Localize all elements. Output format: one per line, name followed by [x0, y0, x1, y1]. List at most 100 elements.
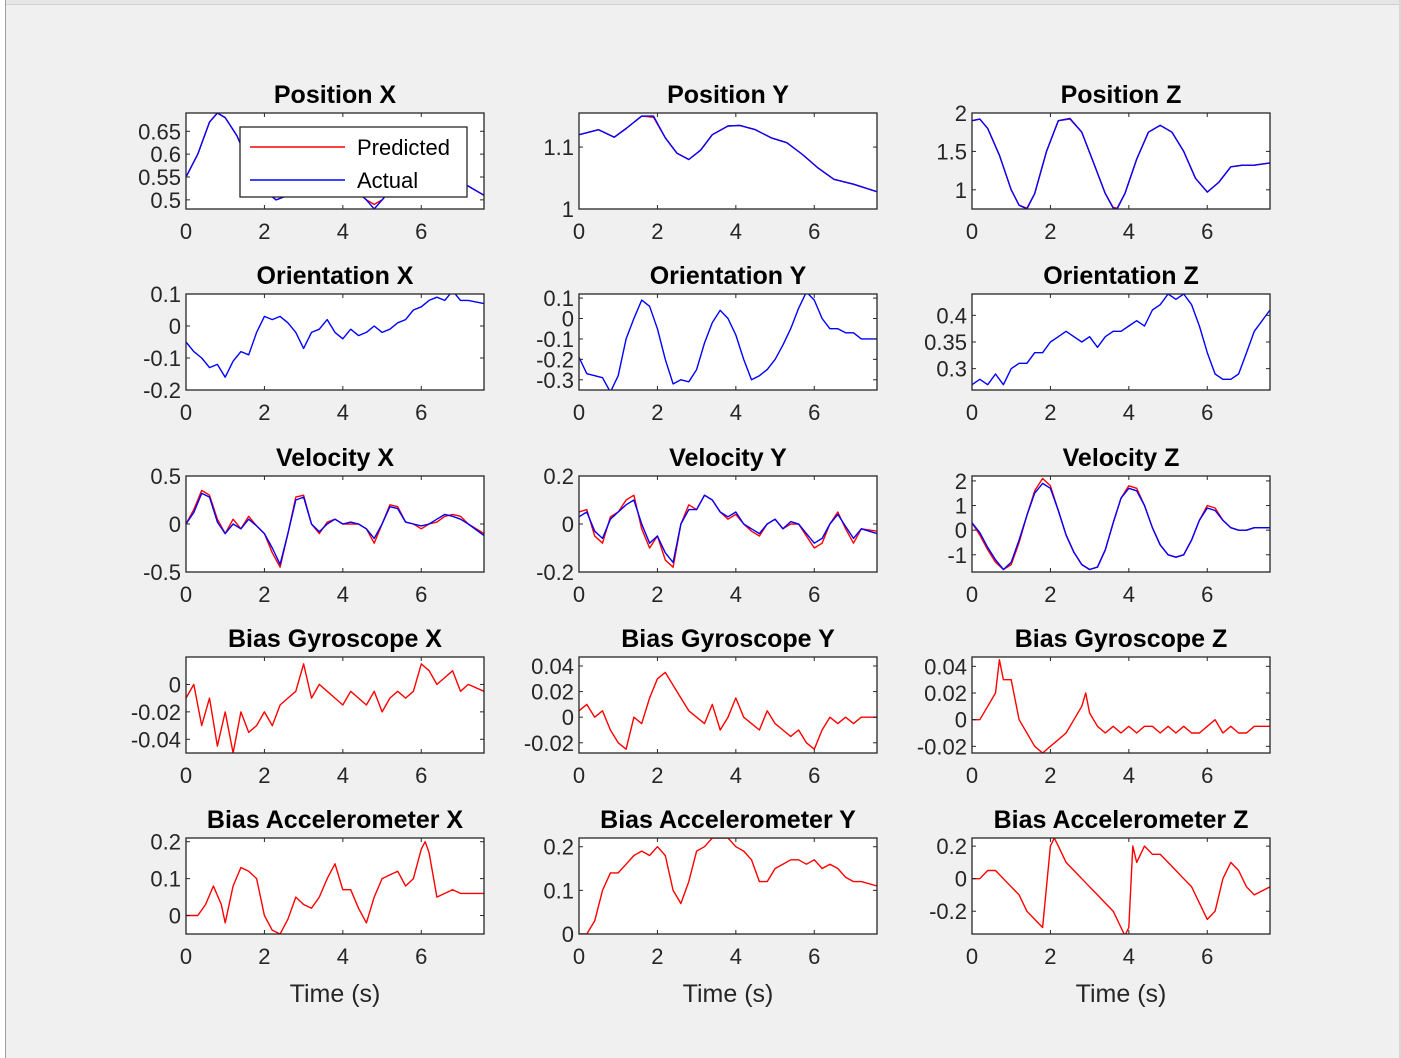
- x-tick-label: 6: [415, 763, 427, 788]
- x-tick-label: 6: [808, 219, 820, 244]
- x-tick-label: 2: [1044, 219, 1056, 244]
- x-tick-label: 0: [966, 944, 978, 969]
- y-tick-label: 0.4: [936, 303, 967, 328]
- axes-box: [971, 656, 1271, 754]
- x-tick-label: 0: [573, 944, 585, 969]
- subplot-title: Velocity Y: [669, 444, 787, 472]
- x-tick-label: 2: [1044, 400, 1056, 425]
- y-tick-label: -1: [947, 543, 967, 568]
- plot-area: [186, 294, 484, 390]
- x-tick-label: 2: [258, 763, 270, 788]
- y-tick-label: 0.55: [138, 165, 181, 190]
- y-tick-label: -0.3: [536, 368, 574, 393]
- subplot-title: Position X: [274, 81, 397, 109]
- plot-area: [579, 294, 877, 390]
- axes-box: [578, 293, 878, 391]
- y-tick-label: 0: [955, 518, 967, 543]
- x-tick-label: 0: [573, 219, 585, 244]
- x-tick-label: 4: [337, 219, 349, 244]
- x-tick-label: 6: [808, 763, 820, 788]
- y-tick-label: 2: [955, 469, 967, 494]
- y-tick-label: -0.2: [143, 378, 181, 403]
- x-tick-label: 2: [1044, 944, 1056, 969]
- plot-area: [186, 838, 484, 934]
- y-tick-label: 0.1: [150, 282, 181, 307]
- y-tick-label: 0: [562, 307, 574, 332]
- x-tick-label: 4: [1123, 763, 1135, 788]
- series-line-actual: [186, 294, 484, 378]
- axes-box: [578, 837, 878, 935]
- x-tick-label: 0: [573, 582, 585, 607]
- subplot-position-y: 0 2 4 6 1 1.1 Position Y: [543, 81, 878, 244]
- x-tick-label: 4: [1123, 944, 1135, 969]
- y-tick-label: 0: [169, 314, 181, 339]
- plot-area: [579, 113, 877, 209]
- x-tick-label: 0: [573, 400, 585, 425]
- legend[interactable]: Predicted Actual: [239, 126, 468, 198]
- x-tick-label: 6: [1201, 944, 1213, 969]
- x-tick-label: 0: [966, 219, 978, 244]
- subplot-orientation-z: 0 2 4 6 0.30.350.4 Orientation Z: [924, 262, 1271, 425]
- subplot-title: Orientation X: [257, 262, 414, 290]
- x-tick-label: 6: [808, 944, 820, 969]
- series-line-actual: [972, 482, 1270, 571]
- plot-area: [186, 476, 484, 572]
- axes-box: [578, 656, 878, 754]
- axes-box: [185, 293, 485, 391]
- y-tick-label: 0.02: [924, 681, 967, 706]
- plot-area: [579, 657, 877, 753]
- y-tick-label: -0.1: [536, 327, 574, 352]
- series-line-actual: [579, 115, 877, 193]
- x-tick-label: 6: [1201, 763, 1213, 788]
- y-tick-label: 0.2: [543, 835, 574, 860]
- x-tick-label: 6: [808, 582, 820, 607]
- subplot-title: Velocity X: [276, 444, 394, 472]
- axes-box: [578, 112, 878, 210]
- y-tick-label: 0: [562, 922, 574, 947]
- axes-box: [185, 112, 485, 210]
- subplot-title: Bias Accelerometer Y: [600, 806, 856, 834]
- y-tick-label: 0.35: [924, 330, 967, 355]
- y-tick-label: -0.04: [131, 727, 181, 752]
- legend-box: [239, 126, 468, 198]
- x-tick-label: 6: [1201, 400, 1213, 425]
- window-right-edge: [1399, 0, 1401, 1058]
- y-tick-label: -0.02: [917, 734, 967, 759]
- y-tick-label: 0.65: [138, 119, 181, 144]
- y-tick-label: 1: [562, 197, 574, 222]
- axes-box: [971, 475, 1271, 573]
- x-tick-label: 0: [180, 219, 192, 244]
- series-line-predicted: [972, 659, 1270, 753]
- x-tick-label: 4: [337, 400, 349, 425]
- subplot-title: Bias Gyroscope X: [228, 625, 442, 653]
- legend-label-actual: Actual: [357, 168, 418, 193]
- subplot-title: Orientation Y: [650, 262, 807, 290]
- subplot-position-x: 0 2 4 6 0.50.550.60.65 Position X Predicted Act…: [138, 81, 485, 244]
- y-tick-label: 0: [955, 708, 967, 733]
- x-tick-label: 0: [573, 763, 585, 788]
- x-tick-label: 4: [730, 944, 742, 969]
- series-line-actual: [579, 294, 877, 390]
- series-line-actual: [972, 117, 1270, 209]
- y-tick-label: 0.2: [936, 834, 967, 859]
- subplot-orientation-x: 0 2 4 6 -0.2 -0.1 0 0.1 Orientation X: [143, 262, 485, 425]
- y-tick-label: 0.02: [531, 680, 574, 705]
- y-tick-label: -0.2: [929, 899, 967, 924]
- subplot-title: Position Y: [667, 81, 789, 109]
- legend-label-predicted: Predicted: [357, 135, 450, 160]
- y-tick-label: 0.1: [150, 867, 181, 892]
- plot-area: [972, 838, 1270, 934]
- subplot-title: Bias Accelerometer Z: [994, 806, 1249, 834]
- plot-area: [972, 657, 1270, 753]
- y-tick-label: 0: [562, 512, 574, 537]
- subplot-bias-accelerometer-y: 0 2 4 6 0 0.1 0.2 Bias Accelerometer Y Time (s): [543, 806, 878, 1008]
- y-tick-label: -0.5: [143, 560, 181, 585]
- plot-area: [972, 113, 1270, 209]
- y-tick-label: 0.5: [150, 464, 181, 489]
- x-tick-label: 4: [730, 582, 742, 607]
- x-tick-label: 2: [258, 219, 270, 244]
